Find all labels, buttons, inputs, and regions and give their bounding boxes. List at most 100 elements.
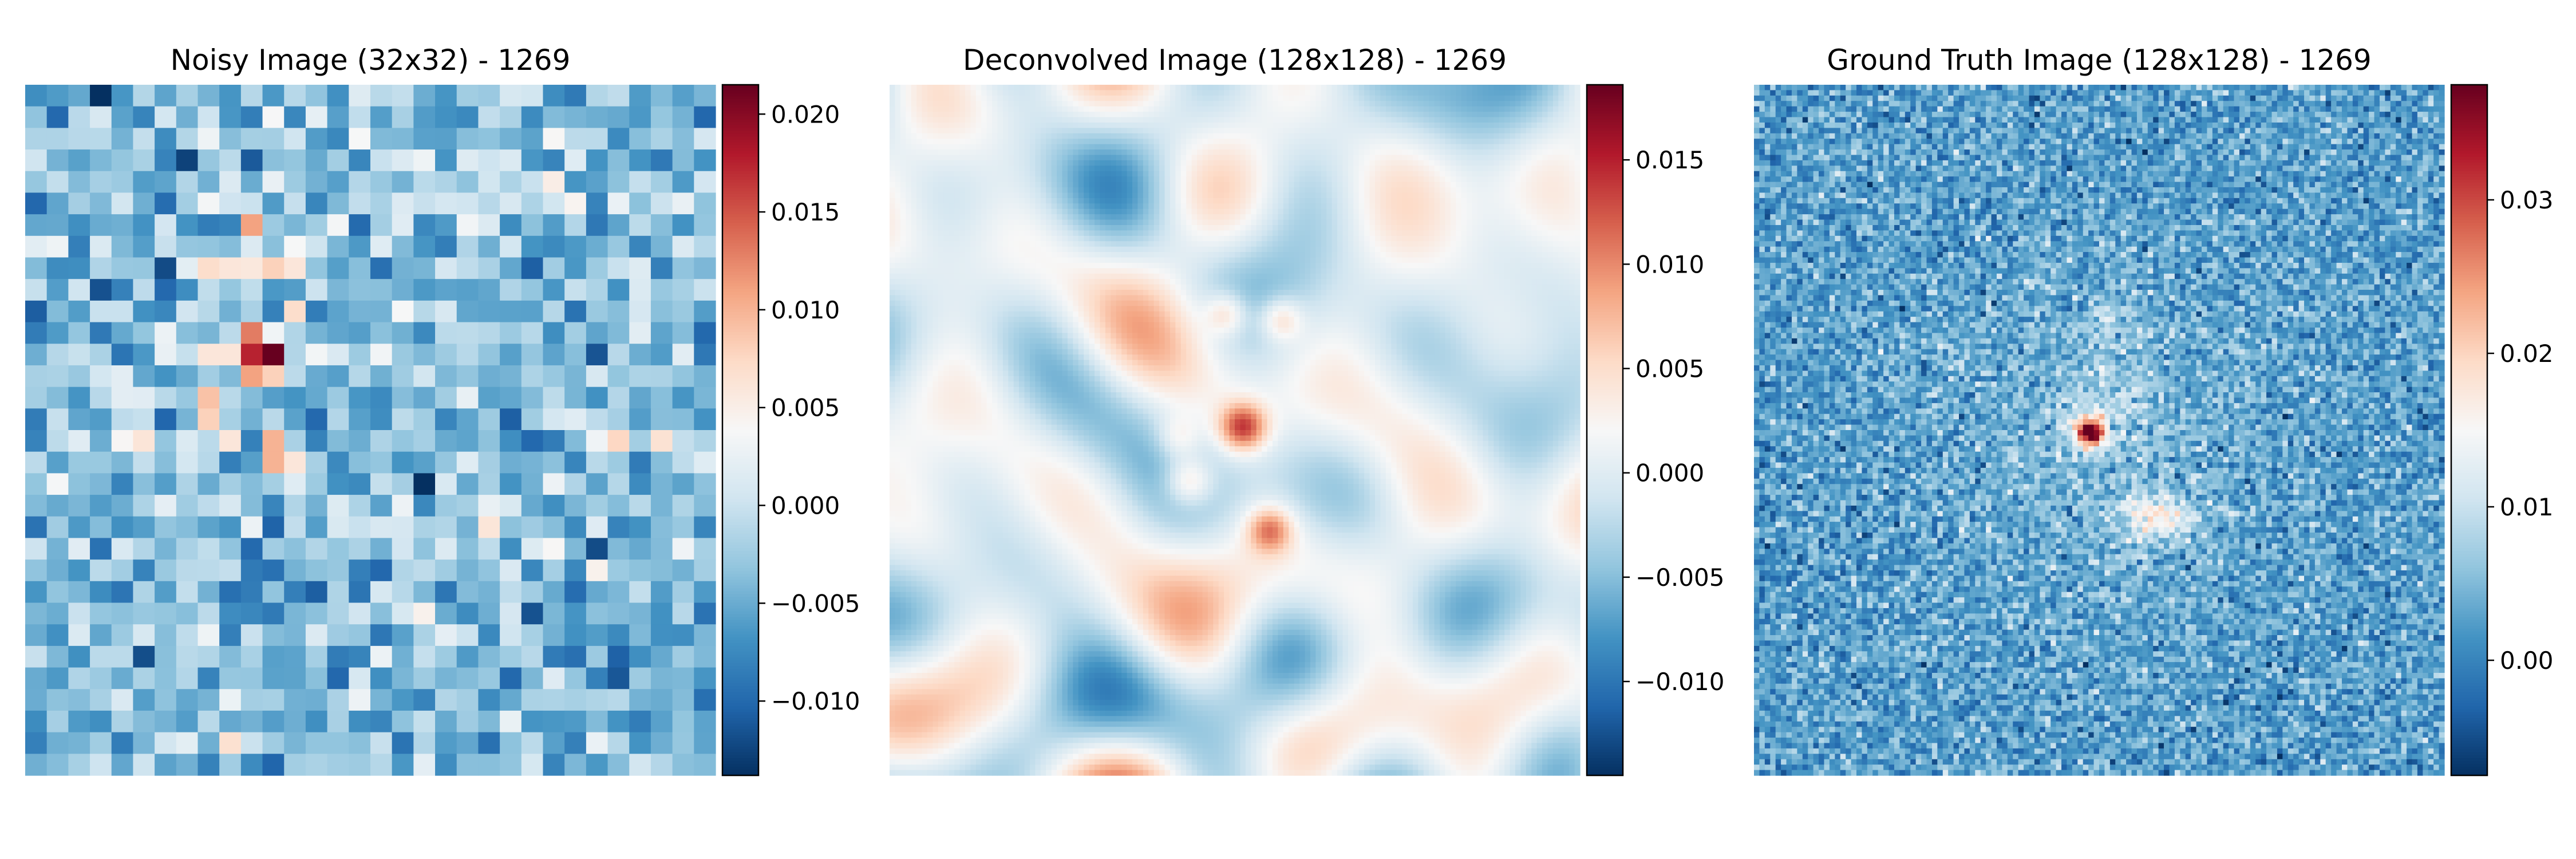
heatmap-cell xyxy=(284,710,306,733)
heatmap-cell xyxy=(1008,230,1014,237)
heatmap-cell xyxy=(1563,203,1570,210)
heatmap-cell xyxy=(1224,160,1230,166)
heatmap-cell xyxy=(1418,149,1424,156)
heatmap-cell xyxy=(1175,166,1182,172)
colorbar-segment xyxy=(722,260,758,264)
heatmap-cell xyxy=(981,160,987,166)
heatmap-cell xyxy=(1483,198,1489,204)
heatmap-cell xyxy=(1272,85,1278,91)
heatmap-cell xyxy=(197,689,220,711)
heatmap-cell xyxy=(1477,117,1483,123)
heatmap-cell xyxy=(986,192,993,199)
heatmap-cell xyxy=(1116,219,1122,226)
heatmap-cell xyxy=(1062,128,1068,134)
colorbar-segment xyxy=(722,102,758,105)
heatmap-cell xyxy=(1051,117,1057,123)
heatmap-cell xyxy=(650,85,673,107)
heatmap-cell xyxy=(1019,198,1025,204)
heatmap-cell xyxy=(586,516,609,539)
heatmap-cell xyxy=(1358,224,1365,231)
heatmap-cell xyxy=(1008,139,1014,145)
heatmap-cell xyxy=(1170,171,1176,177)
heatmap-cell xyxy=(1035,112,1041,118)
heatmap-cell xyxy=(1029,101,1036,107)
heatmap-cell xyxy=(1369,171,1376,177)
heatmap-cell xyxy=(1035,139,1041,145)
heatmap-cell xyxy=(1008,203,1014,210)
heatmap-cell xyxy=(911,208,917,215)
heatmap-cell xyxy=(1224,224,1230,231)
heatmap-cell xyxy=(1251,128,1257,134)
heatmap-cell xyxy=(1472,160,1478,166)
heatmap-cell xyxy=(1315,85,1322,91)
heatmap-cell xyxy=(349,559,371,582)
heatmap-cell xyxy=(1526,85,1532,91)
heatmap-cell xyxy=(1002,203,1009,210)
heatmap-cell xyxy=(1218,112,1224,118)
heatmap-cell xyxy=(1159,155,1165,161)
heatmap-cell xyxy=(970,95,977,101)
heatmap-cell xyxy=(1418,144,1424,150)
heatmap-cell xyxy=(1207,176,1214,183)
heatmap-cell xyxy=(1040,187,1046,194)
colorbar-segment xyxy=(722,381,758,385)
heatmap-cell xyxy=(1040,182,1046,188)
heatmap-cell xyxy=(1062,101,1068,107)
heatmap-cell xyxy=(1531,95,1538,101)
colorbar-segment xyxy=(722,622,758,626)
heatmap-cell xyxy=(1396,139,1402,145)
heatmap-cell xyxy=(1391,166,1397,172)
heatmap-cell xyxy=(1321,106,1327,112)
heatmap-cell xyxy=(1412,122,1419,128)
heatmap-cell xyxy=(900,176,906,183)
heatmap-cell xyxy=(911,90,917,96)
heatmap-cell xyxy=(1132,166,1138,172)
heatmap-cell xyxy=(1062,144,1068,150)
heatmap-cell xyxy=(1040,133,1046,139)
heatmap-cell xyxy=(1418,106,1424,112)
heatmap-cell xyxy=(155,645,177,668)
heatmap-cell xyxy=(1078,133,1084,139)
heatmap-cell xyxy=(1175,106,1182,112)
heatmap-cell xyxy=(90,408,112,431)
heatmap-cell xyxy=(1472,133,1478,139)
heatmap-cell xyxy=(1445,224,1451,231)
heatmap-cell xyxy=(1159,166,1165,172)
heatmap-cell xyxy=(1504,235,1511,242)
heatmap-cell xyxy=(1078,122,1084,128)
heatmap-cell xyxy=(1310,230,1316,237)
heatmap-cell xyxy=(1369,182,1376,188)
heatmap-cell xyxy=(564,451,587,474)
heatmap-cell xyxy=(413,667,436,689)
heatmap-cell xyxy=(240,408,263,431)
heatmap-cell xyxy=(1510,192,1516,199)
heatmap-cell xyxy=(1202,117,1208,123)
heatmap-cell xyxy=(370,214,393,237)
heatmap-cell xyxy=(1084,219,1090,226)
heatmap-cell xyxy=(1267,182,1273,188)
heatmap-cell xyxy=(1127,155,1133,161)
heatmap-cell xyxy=(986,128,993,134)
heatmap-cell xyxy=(1547,139,1554,145)
heatmap-cell xyxy=(900,139,906,145)
colorbar-segment xyxy=(722,698,758,701)
heatmap-cell xyxy=(1450,95,1456,101)
heatmap-cell xyxy=(1547,117,1554,123)
heatmap-cell xyxy=(629,128,651,150)
heatmap-cell xyxy=(90,581,112,604)
heatmap-cell xyxy=(916,139,923,145)
heatmap-cell xyxy=(1342,224,1349,231)
heatmap-cell xyxy=(1180,230,1187,237)
heatmap-cell xyxy=(1272,219,1278,226)
heatmap-cell xyxy=(986,235,993,242)
heatmap-cell xyxy=(1067,122,1073,128)
heatmap-cell xyxy=(90,602,112,625)
colorbar-segment xyxy=(722,683,758,687)
heatmap-cell xyxy=(456,279,479,301)
heatmap-cell xyxy=(68,754,90,776)
heatmap-cell xyxy=(1067,139,1073,145)
heatmap-cell xyxy=(1574,208,1581,215)
heatmap-cell xyxy=(68,516,90,539)
heatmap-cell xyxy=(1267,166,1273,172)
heatmap-cell xyxy=(1105,182,1111,188)
